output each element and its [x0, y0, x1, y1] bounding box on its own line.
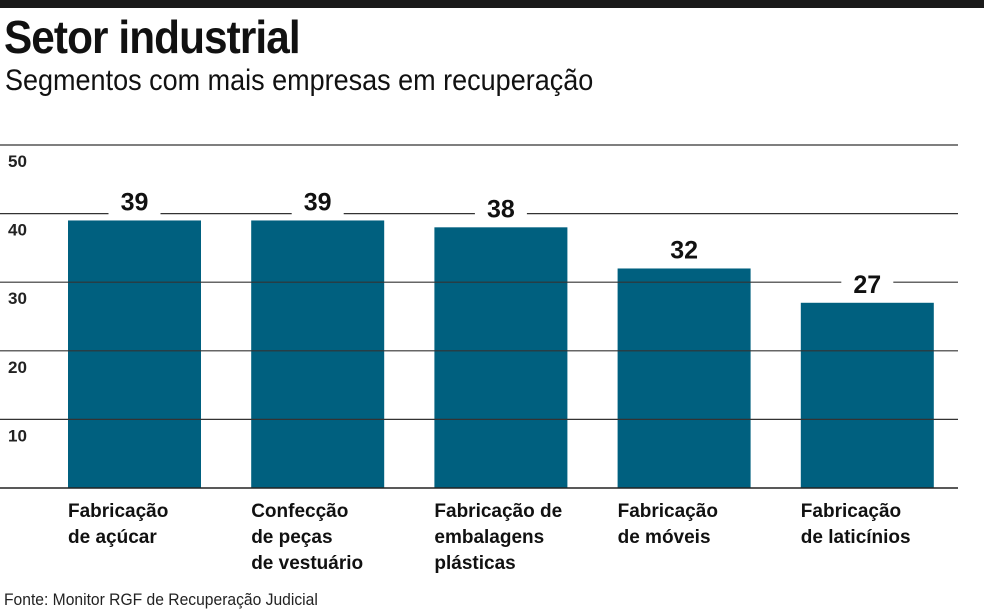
category-label: Fabricação de: [434, 501, 562, 522]
category-label: de laticínios: [801, 527, 911, 548]
category-label: Fabricação: [618, 501, 718, 522]
value-label: 32: [670, 236, 698, 264]
source-note: Fonte: Monitor RGF de Recuperação Judici…: [4, 590, 318, 609]
chart-title: Setor industrial: [4, 11, 301, 63]
y-tick-label: 40: [8, 221, 27, 240]
category-label: embalagens: [434, 527, 544, 548]
bar: [251, 220, 385, 488]
y-tick-label: 10: [8, 426, 27, 445]
value-label: 27: [853, 271, 881, 299]
bar: [800, 302, 934, 488]
value-label-bg: [841, 266, 894, 299]
y-tick-label: 20: [8, 358, 27, 377]
value-label: 39: [121, 188, 149, 216]
bar: [68, 220, 201, 488]
category-label: Confecção: [251, 501, 348, 522]
top-rule: [0, 0, 984, 8]
y-tick-label: 30: [8, 289, 27, 308]
value-label-bg: [474, 191, 527, 224]
category-label: de açúcar: [68, 527, 157, 548]
chart-subtitle: Segmentos com mais empresas em recuperaç…: [5, 64, 594, 97]
value-label: 39: [304, 188, 332, 216]
bar: [617, 268, 751, 488]
value-label: 38: [487, 195, 515, 223]
y-tick-label: 50: [8, 152, 27, 171]
category-label: de vestuário: [251, 553, 363, 574]
category-label: Fabricação: [801, 501, 901, 522]
category-label: de móveis: [618, 527, 711, 548]
bar: [434, 227, 568, 488]
value-label-bg: [658, 232, 711, 265]
category-label: plásticas: [434, 553, 515, 574]
value-label-bg: [291, 184, 344, 217]
category-label: Fabricação: [68, 501, 168, 522]
category-label: de peças: [251, 527, 332, 548]
value-label-bg: [108, 184, 161, 217]
